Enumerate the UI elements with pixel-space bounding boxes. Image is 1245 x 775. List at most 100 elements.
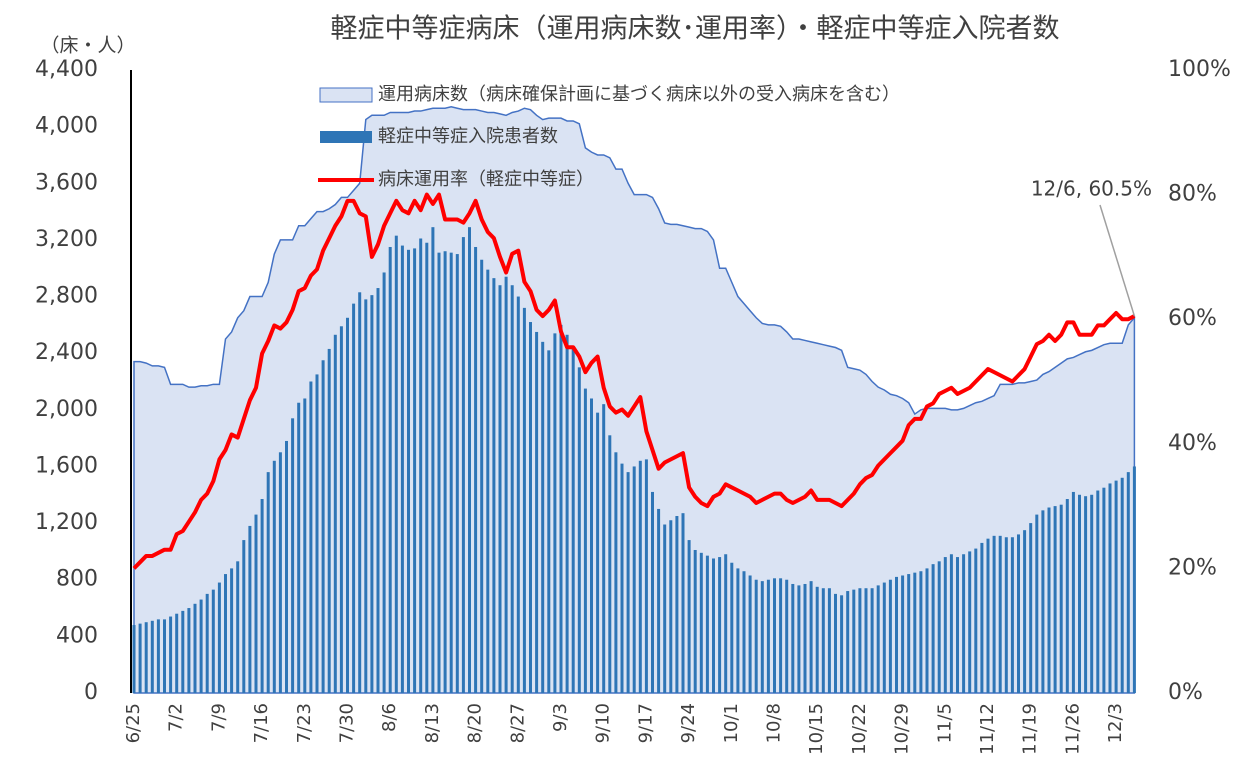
bar	[651, 491, 654, 693]
bar	[657, 508, 661, 693]
y2-tick-label: 20%	[1168, 555, 1217, 580]
bar	[590, 398, 593, 693]
bar	[773, 578, 776, 693]
bar	[169, 616, 173, 693]
bar	[638, 460, 642, 693]
x-tick-label: 9/17	[635, 703, 656, 743]
bar	[138, 623, 142, 693]
bar	[986, 538, 990, 693]
bar	[150, 620, 154, 693]
x-tick-label: 8/13	[422, 703, 443, 743]
bar	[876, 585, 880, 693]
bar	[974, 548, 978, 693]
y-tick-label: 2,400	[35, 340, 98, 365]
bar	[675, 516, 679, 693]
bar	[1132, 466, 1136, 693]
bar	[718, 557, 722, 693]
bar	[858, 588, 862, 693]
y2-tick-label: 0%	[1168, 680, 1203, 705]
bar	[779, 578, 783, 693]
x-tick-label: 10/8	[764, 703, 785, 743]
bar	[1047, 507, 1051, 693]
bar	[364, 299, 368, 693]
bar	[919, 571, 923, 693]
annotation: 12/6, 60.5%	[1031, 177, 1152, 201]
bar	[632, 466, 636, 693]
bar	[559, 324, 563, 693]
bar	[754, 579, 758, 693]
bar	[175, 613, 179, 693]
bar	[962, 554, 966, 693]
bar	[285, 440, 288, 693]
bar	[681, 513, 685, 693]
bar	[333, 334, 337, 693]
bar	[437, 252, 441, 693]
bar	[742, 571, 746, 693]
bar	[1053, 506, 1057, 693]
bar	[156, 619, 160, 693]
bar	[1071, 491, 1075, 693]
y-tick-label: 0	[84, 680, 98, 705]
bar	[547, 350, 551, 693]
bar	[1041, 510, 1045, 693]
bar	[455, 254, 459, 693]
bar	[730, 562, 734, 693]
bar	[907, 574, 911, 693]
bar	[949, 554, 953, 693]
bar	[834, 593, 837, 693]
bar	[888, 579, 892, 693]
bar	[468, 227, 471, 694]
bar	[376, 288, 380, 693]
bar	[1096, 490, 1100, 693]
bar	[211, 589, 215, 693]
bar	[596, 412, 600, 693]
bar	[608, 435, 612, 693]
bar	[815, 586, 819, 693]
legend-label: 軽症中等症入院患者数	[378, 126, 558, 147]
bar	[687, 540, 691, 693]
bar	[224, 574, 227, 693]
y-tick-label: 3,200	[35, 227, 98, 252]
bar	[163, 619, 166, 693]
bar	[1017, 534, 1020, 693]
bar	[254, 514, 258, 693]
bar	[766, 579, 770, 693]
bar	[736, 568, 740, 693]
y-tick-label: 1,600	[35, 453, 98, 478]
bar	[882, 582, 886, 693]
bar	[187, 608, 191, 693]
x-tick-label: 9/3	[550, 703, 571, 732]
bar	[748, 575, 752, 693]
annotation-leader	[1099, 204, 1136, 317]
bar	[864, 588, 868, 693]
bar	[791, 583, 795, 693]
legend-label: 運用病床数（病床確保計画に基づく病床以外の受入病床を含む）	[378, 84, 900, 105]
bar	[346, 317, 349, 693]
bar	[992, 535, 996, 693]
bar	[205, 593, 209, 693]
bar	[522, 307, 526, 693]
y2-tick-label: 100%	[1168, 57, 1231, 82]
bar	[1029, 523, 1033, 693]
bar	[425, 242, 429, 693]
bar	[565, 334, 569, 693]
y-tick-label: 2,000	[35, 397, 98, 422]
chart-title: 軽症中等症病床（運用病床数･運用率）・軽症中等症入院者数	[331, 14, 1060, 45]
bar	[785, 579, 789, 693]
bar	[492, 278, 496, 693]
bar	[516, 296, 520, 693]
bar	[278, 452, 282, 693]
bar	[181, 610, 185, 693]
bar	[1065, 499, 1069, 693]
bar	[956, 557, 959, 693]
bar	[400, 245, 404, 693]
line	[132, 192, 1136, 570]
y2-tick-label: 40%	[1168, 431, 1217, 456]
x-tick-label: 6/25	[123, 703, 144, 743]
x-tick-label: 7/2	[166, 703, 187, 732]
bar	[443, 251, 447, 693]
bar	[407, 249, 410, 694]
bar	[303, 398, 307, 693]
x-tick-label: 10/22	[849, 703, 870, 755]
bar	[327, 348, 331, 693]
